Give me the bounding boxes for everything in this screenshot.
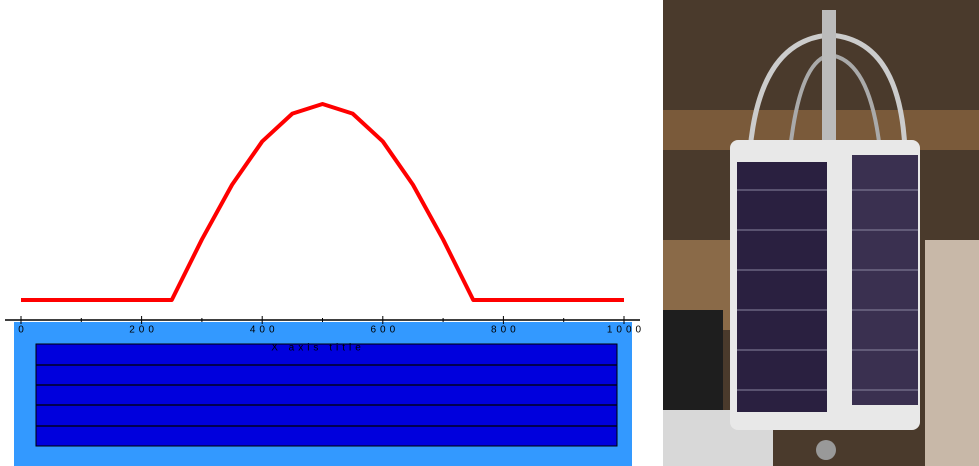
panel-stripes: [36, 364, 617, 427]
line-series: [21, 102, 624, 302]
photo: [663, 0, 979, 466]
x-tick-label: 400: [250, 325, 279, 336]
panel-front: [35, 343, 618, 447]
x-axis-title: X axis title: [271, 343, 365, 354]
x-tick-label: 600: [370, 325, 399, 336]
x-tick-label: 800: [491, 325, 520, 336]
x-tick-label: 0: [18, 325, 28, 336]
x-tick-label: 200: [129, 325, 158, 336]
x-tick-label: 1000: [607, 325, 645, 336]
